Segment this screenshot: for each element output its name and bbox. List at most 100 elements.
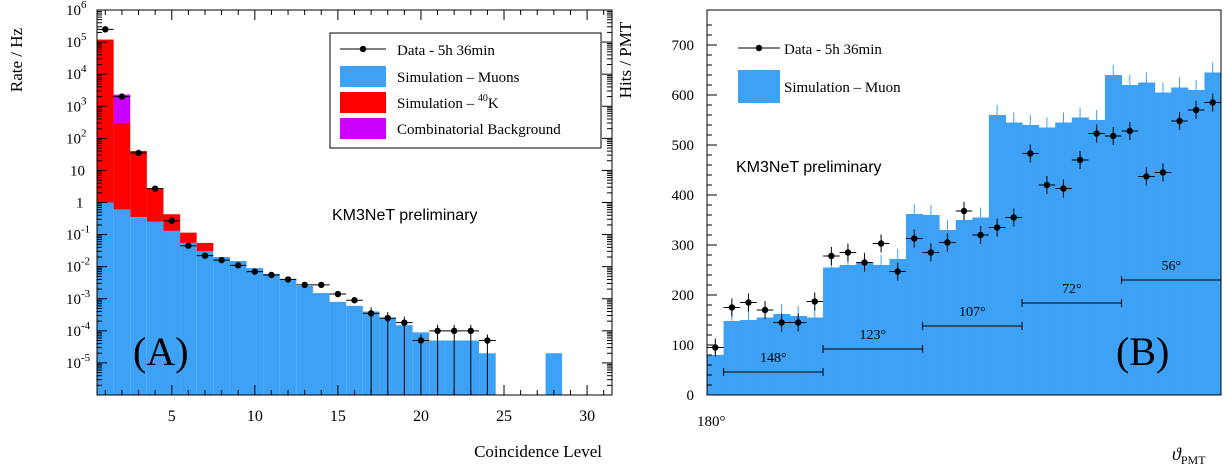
combinatorial-bar-2 <box>113 94 131 123</box>
sim-b-bar-14 <box>939 230 957 395</box>
sim-b-bar-23 <box>1088 120 1106 395</box>
data-a-point-2 <box>118 93 126 100</box>
a-ytick-label-5: 105 <box>66 31 87 51</box>
data-b-point-2 <box>745 299 752 306</box>
panel-a-x-axis-label: Coincidence Level <box>474 442 602 461</box>
data-a-point-24 <box>484 337 491 344</box>
data-a-point-12 <box>284 276 292 283</box>
legend-b-data-marker <box>755 44 763 52</box>
sim-b-bar-28 <box>1171 87 1189 395</box>
data-b-point-11 <box>894 268 901 275</box>
sim-b-bar-20 <box>1038 127 1056 395</box>
data-a-point-11 <box>268 271 275 279</box>
panel-a: 5 10 15 20 25 30 10-510-410-310-210-111010210… <box>7 0 613 461</box>
a-xtick-label-10: 10 <box>247 408 263 425</box>
panel-b-data-points <box>707 93 1221 357</box>
data-b-point-15 <box>960 207 968 215</box>
data-a-point-8 <box>218 256 225 264</box>
k40-bar-1 <box>97 39 114 203</box>
data-a-point-3 <box>135 149 142 157</box>
b-ytick-label-600: 600 <box>672 88 695 104</box>
muon-bar-28 <box>545 353 563 395</box>
a-ytick-label-3: 103 <box>66 95 87 115</box>
panel-b-legend: Data - 5h 36min Simulation – Muon <box>738 42 901 103</box>
data-a-point-19 <box>401 319 408 326</box>
muon-bar-5 <box>163 230 181 395</box>
data-a-point-7 <box>201 252 209 259</box>
data-b-point-16 <box>977 231 984 239</box>
data-a-point-17 <box>367 310 375 317</box>
panel-a-label: (A) <box>133 329 189 374</box>
panel-a-bars <box>97 39 563 395</box>
sim-b-bar-27 <box>1154 92 1172 395</box>
data-a-point-15 <box>334 290 342 298</box>
data-a-point-14 <box>318 281 325 289</box>
data-a-point-22 <box>450 327 458 335</box>
data-b-point-4 <box>778 319 785 326</box>
b-ytick-label-200: 200 <box>672 288 695 304</box>
legend-b-data-label: Data - 5h 36min <box>784 42 882 58</box>
legend-a-data-marker <box>359 45 367 53</box>
panel-b-bars <box>707 62 1222 395</box>
a-ytick-label-2: 102 <box>66 127 87 147</box>
legend-b-muon-swatch <box>738 70 780 103</box>
data-a-point-18 <box>384 314 391 322</box>
sim-b-bar-8 <box>839 265 857 395</box>
data-b-point-28 <box>1176 117 1183 125</box>
a-xtick-label-5: 5 <box>168 408 176 425</box>
muon-bar-8 <box>213 257 230 395</box>
data-b-point-18 <box>1010 214 1017 221</box>
data-a-point-9 <box>235 262 242 269</box>
data-b-point-9 <box>861 259 868 266</box>
data-a-point-23 <box>467 327 474 335</box>
sim-b-bar-13 <box>922 215 940 395</box>
legend-a-k40-label: Simulation – 40K <box>397 93 499 112</box>
data-b-point-8 <box>844 249 852 256</box>
data-a-point-21 <box>434 327 441 335</box>
data-b-point-21 <box>1060 185 1067 192</box>
sim-b-bar-21 <box>1055 122 1073 395</box>
angle-group-label-1: 123° <box>860 328 887 343</box>
panel-b-frame <box>706 9 1222 396</box>
sim-b-bar-2 <box>740 320 758 395</box>
sim-b-bar-25 <box>1121 85 1139 395</box>
sim-b-bar-11 <box>889 259 907 395</box>
sim-b-bar-15 <box>955 220 973 395</box>
data-b-point-24 <box>1110 132 1117 140</box>
data-b-point-12 <box>911 235 918 242</box>
data-a-point-6 <box>185 242 192 249</box>
data-b-point-7 <box>828 252 835 260</box>
panel-b: 148° 123° 107° 72° 56° 0 100 200 300 400 500 600 70… <box>616 9 1222 466</box>
a-ytick-label-4: 104 <box>66 63 87 83</box>
sim-b-bar-9 <box>856 262 874 395</box>
muon-bar-3 <box>130 217 147 395</box>
muon-bar-16 <box>346 305 363 395</box>
a-ytick-label--4: 10-4 <box>66 320 91 340</box>
panel-a-legend: Data - 5h 36min Simulation – Muons Simul… <box>329 32 602 149</box>
sim-b-bar-29 <box>1187 90 1205 395</box>
legend-a-combinatorial-swatch <box>340 118 386 139</box>
sim-b-bar-3 <box>756 317 774 395</box>
data-b-point-10 <box>877 240 885 247</box>
sim-b-bar-7 <box>823 267 841 395</box>
sim-b-bar-10 <box>872 265 890 395</box>
data-b-point-0 <box>712 344 719 351</box>
muon-bar-10 <box>246 268 264 395</box>
panel-b-ticks <box>707 24 717 396</box>
legend-a-data-label: Data - 5h 36min <box>397 43 495 59</box>
b-ytick-label-0: 0 <box>687 388 695 404</box>
sim-b-bar-22 <box>1071 117 1089 395</box>
a-ytick-label--5: 10-5 <box>66 352 91 372</box>
muon-bar-15 <box>329 301 347 395</box>
muon-bar-9 <box>229 261 247 395</box>
sim-b-bar-18 <box>1005 122 1023 395</box>
a-xtick-label-30: 30 <box>579 408 595 425</box>
a-xtick-label-20: 20 <box>413 408 429 425</box>
a-xtick-label-15: 15 <box>330 408 346 425</box>
data-b-point-29 <box>1192 106 1200 114</box>
angle-group-label-0: 148° <box>760 351 787 366</box>
k40-bar-7 <box>196 242 214 252</box>
data-a-point-4 <box>151 185 159 192</box>
legend-a-muons-label: Simulation – Muons <box>397 70 520 86</box>
